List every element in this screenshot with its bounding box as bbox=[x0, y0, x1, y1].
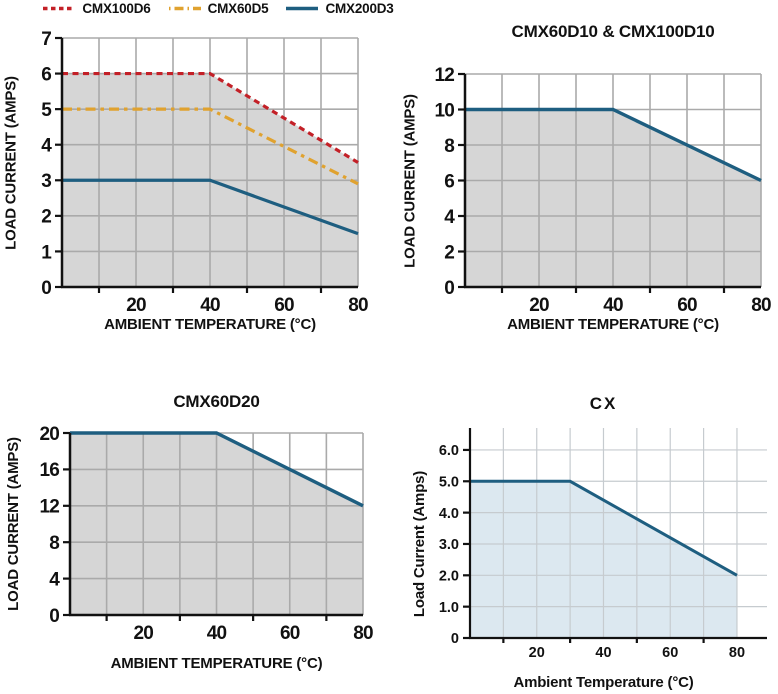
svg-text:0: 0 bbox=[444, 278, 454, 299]
svg-text:10: 10 bbox=[434, 100, 454, 121]
svg-text:4: 4 bbox=[444, 207, 455, 228]
y-tick-labels: 0 2 4 6 8 10 12 bbox=[434, 65, 456, 299]
svg-text:1: 1 bbox=[41, 242, 52, 263]
svg-text:4: 4 bbox=[49, 569, 60, 590]
chart-title: CMX60D20 bbox=[173, 392, 260, 411]
chart-title: CX bbox=[589, 394, 618, 413]
svg-text:0: 0 bbox=[451, 631, 459, 647]
axes bbox=[468, 428, 767, 640]
svg-text:5.0: 5.0 bbox=[439, 475, 459, 491]
tick-marks bbox=[55, 36, 323, 293]
chart-title: CMX60D10 & CMX100D10 bbox=[511, 22, 715, 41]
legend-item-cmx60d5: CMX60D5 bbox=[168, 1, 269, 16]
svg-text:80: 80 bbox=[729, 645, 745, 661]
axes bbox=[60, 38, 358, 289]
svg-text:4.0: 4.0 bbox=[439, 506, 459, 522]
svg-text:8: 8 bbox=[444, 136, 454, 157]
series-line-cmx60d5 bbox=[62, 107, 359, 186]
x-axis-label: AMBIENT TEMPERATURE (°C) bbox=[110, 655, 323, 672]
x-axis-label: AMBIENT TEMPERATURE (°C) bbox=[104, 316, 316, 333]
tick-marks bbox=[463, 448, 705, 643]
svg-text:40: 40 bbox=[595, 645, 611, 661]
svg-text:20: 20 bbox=[529, 645, 545, 661]
svg-text:8: 8 bbox=[49, 533, 59, 554]
svg-text:4: 4 bbox=[41, 136, 52, 157]
tick-marks bbox=[458, 72, 726, 293]
svg-text:6: 6 bbox=[41, 64, 51, 85]
svg-text:0: 0 bbox=[41, 278, 51, 299]
svg-text:6.0: 6.0 bbox=[439, 443, 459, 459]
svg-text:40: 40 bbox=[603, 295, 623, 316]
y-tick-labels: 0 4 8 12 16 20 bbox=[39, 424, 61, 627]
x-axis-label: AMBIENT TEMPERATURE (°C) bbox=[507, 316, 719, 333]
svg-text:60: 60 bbox=[280, 623, 300, 644]
axes bbox=[68, 433, 363, 617]
plot-area: 20 40 60 80 0 1.0 2.0 3.0 4.0 5.0 6.0 bbox=[439, 428, 767, 661]
svg-text:2: 2 bbox=[41, 207, 51, 228]
gridlines bbox=[470, 428, 767, 638]
legend-item-cmx100d6: CMX100D6 bbox=[42, 1, 151, 16]
svg-text:80: 80 bbox=[348, 295, 368, 316]
x-tick-labels: 20 40 60 80 bbox=[529, 645, 745, 661]
plot-area: 20 40 60 80 0 1 2 3 4 5 6 7 bbox=[41, 29, 369, 316]
svg-text:16: 16 bbox=[39, 460, 59, 481]
y-tick-labels: 0 1 2 3 4 5 6 7 bbox=[41, 29, 53, 299]
plot-area: 20 40 60 80 0 2 4 6 8 10 12 bbox=[434, 65, 772, 316]
legend-label: CMX100D6 bbox=[82, 1, 151, 16]
svg-text:12: 12 bbox=[39, 497, 59, 518]
y-tick-labels: 0 1.0 2.0 3.0 4.0 5.0 6.0 bbox=[439, 443, 459, 647]
x-tick-labels: 20 40 60 80 bbox=[126, 295, 369, 316]
series-line-cmx100d6 bbox=[62, 71, 359, 164]
svg-text:2: 2 bbox=[444, 242, 454, 263]
svg-text:6: 6 bbox=[444, 171, 454, 192]
legend-solid-line-icon bbox=[286, 6, 319, 11]
svg-text:40: 40 bbox=[200, 295, 220, 316]
series-line-cmx200d3 bbox=[62, 178, 359, 236]
series-line-cmx60d10-cmx100d10 bbox=[465, 107, 762, 183]
svg-text:20: 20 bbox=[39, 424, 59, 445]
legend-label: CMX200D3 bbox=[325, 1, 394, 16]
svg-text:20: 20 bbox=[126, 295, 146, 316]
legend-item-cmx200d3: CMX200D3 bbox=[285, 1, 394, 16]
svg-text:20: 20 bbox=[133, 623, 153, 644]
svg-text:2.0: 2.0 bbox=[439, 569, 459, 585]
chart-cmx60d10-cmx100d10: CMX60D10 & CMX100D10 LOAD CURRENT (AMPS)… bbox=[390, 0, 778, 350]
svg-text:80: 80 bbox=[751, 295, 771, 316]
plot-area: 20 40 60 80 0 4 8 12 16 20 bbox=[39, 424, 373, 644]
svg-text:1.0: 1.0 bbox=[439, 600, 459, 616]
chart-cx: CX Load Current (Amps) 20 40 60 80 0 1.0 2.0 3.… bbox=[390, 383, 778, 694]
svg-text:7: 7 bbox=[41, 29, 51, 50]
x-axis-label: Ambient Temperature (°C) bbox=[513, 674, 694, 691]
svg-text:0: 0 bbox=[49, 606, 59, 627]
svg-text:20: 20 bbox=[529, 295, 549, 316]
tick-marks bbox=[63, 431, 328, 621]
gridlines bbox=[62, 37, 359, 287]
legend: CMX100D6 CMX60D5 CMX200D3 bbox=[43, 1, 394, 16]
svg-text:12: 12 bbox=[434, 65, 454, 86]
svg-text:5: 5 bbox=[41, 100, 52, 121]
svg-text:60: 60 bbox=[274, 295, 294, 316]
svg-text:40: 40 bbox=[207, 623, 227, 644]
svg-text:60: 60 bbox=[662, 645, 678, 661]
svg-text:3.0: 3.0 bbox=[439, 537, 459, 553]
svg-text:80: 80 bbox=[353, 623, 373, 644]
series-line-cmx60d20 bbox=[70, 431, 364, 508]
svg-text:60: 60 bbox=[677, 295, 697, 316]
series-line-cx bbox=[470, 479, 738, 577]
x-tick-labels: 20 40 60 80 bbox=[133, 623, 373, 644]
svg-text:3: 3 bbox=[41, 171, 51, 192]
legend-dashdot-line-icon bbox=[168, 6, 201, 11]
x-tick-labels: 20 40 60 80 bbox=[529, 295, 772, 316]
legend-label: CMX60D5 bbox=[207, 1, 269, 16]
legend-dashed-line-icon bbox=[43, 6, 76, 11]
chart-cmx60d20: CMX60D20 LOAD CURRENT (AMPS) 20 40 60 80 0 4 8… bbox=[0, 383, 383, 694]
chart-cmx-low-current: CMX100D6 CMX60D5 CMX200D3 LOAD CURRENT (… bbox=[0, 0, 394, 350]
